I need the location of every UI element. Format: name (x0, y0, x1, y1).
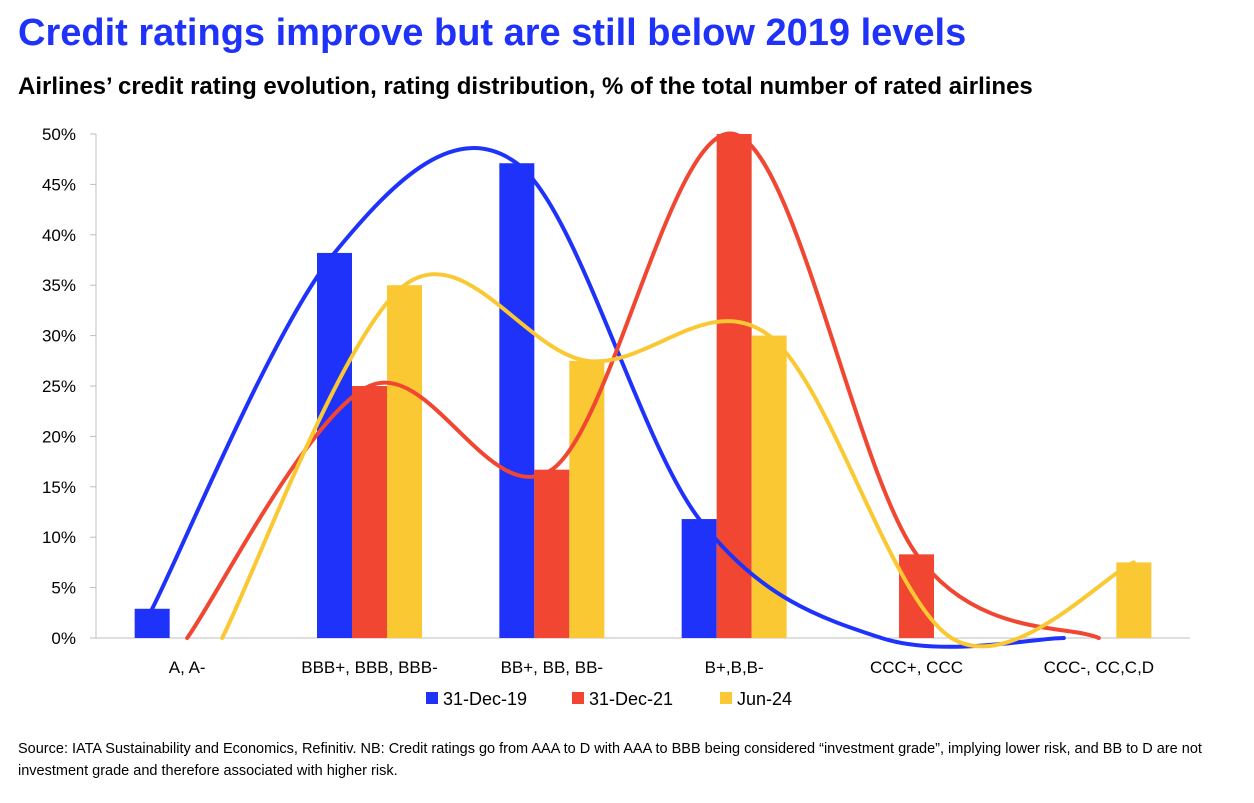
x-tick-label: A, A- (169, 658, 206, 677)
bar-31-dec-19-2 (499, 163, 535, 638)
bar-jun-24-3 (751, 335, 787, 638)
x-tick-label: BB+, BB, BB- (501, 658, 604, 677)
x-tick-label: CCC-, CC,C,D (1044, 658, 1155, 677)
x-tick-label: BBB+, BBB, BBB- (301, 658, 438, 677)
bar-jun-24-1 (387, 285, 422, 638)
y-tick-label: 25% (42, 377, 76, 396)
legend-swatch-31-dec-21 (572, 692, 584, 704)
y-tick-label: 15% (42, 478, 76, 497)
bar-31-dec-19-3 (681, 519, 717, 638)
legend-label: 31-Dec-21 (589, 689, 673, 709)
bar-jun-24-2 (569, 360, 605, 638)
y-tick-label: 30% (42, 327, 76, 346)
y-tick-label: 45% (42, 175, 76, 194)
y-tick-label: 0% (51, 629, 76, 648)
trend-curve-31-dec-19 (150, 146, 1066, 649)
bar-31-dec-21-1 (352, 386, 387, 638)
bar-jun-24-5 (1116, 562, 1152, 638)
bar-31-dec-21-2 (534, 469, 570, 638)
chart-subtitle: Airlines’ credit rating evolution, ratin… (18, 73, 1033, 100)
y-tick-label: 35% (42, 276, 76, 295)
chart-bars (134, 134, 1152, 638)
chart-axes: 0% 5% 10% 15% 20% 25% 30% 35% 40% 45% 50% (42, 125, 1190, 648)
y-tick-label: 20% (42, 427, 76, 446)
trend-curve-jun-24 (220, 272, 1136, 649)
legend-swatch-jun-24 (720, 692, 732, 704)
bar-31-dec-21-3 (716, 134, 752, 638)
chart-trend-curves (150, 131, 1136, 649)
source-note: Source: IATA Sustainability and Economic… (18, 741, 1202, 779)
y-tick-label: 50% (42, 125, 76, 144)
trend-curve-31-dec-21 (185, 131, 1101, 640)
y-tick-label: 40% (42, 226, 76, 245)
legend-label: 31-Dec-19 (443, 689, 527, 709)
bar-31-dec-19-1 (317, 252, 352, 638)
legend-swatch-31-dec-19 (426, 692, 438, 704)
legend-label: Jun-24 (737, 689, 792, 709)
x-tick-label: B+,B,B- (705, 658, 764, 677)
y-tick-label: 10% (42, 528, 76, 547)
y-tick-label: 5% (51, 579, 76, 598)
x-tick-label: CCC+, CCC (870, 658, 963, 677)
chart-title: Credit ratings improve but are still bel… (18, 12, 967, 54)
credit-rating-chart: 0% 5% 10% 15% 20% 25% 30% 35% 40% 45% 50% A, A- BBB… (42, 125, 1190, 709)
bar-31-dec-19-0 (134, 608, 170, 638)
chart-legend: 31-Dec-19 31-Dec-21 Jun-24 (426, 689, 792, 709)
x-axis-labels: A, A- BBB+, BBB, BBB- BB+, BB, BB- B+,B,B- C… (169, 658, 1154, 677)
